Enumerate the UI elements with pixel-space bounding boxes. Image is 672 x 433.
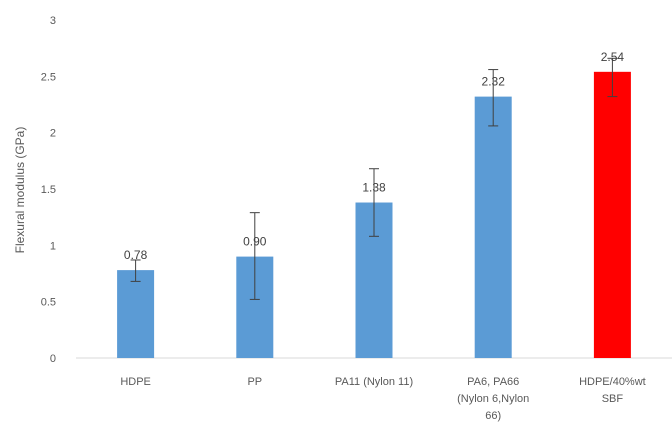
data-label: 1.38 (362, 181, 386, 195)
y-tick-label: 0.5 (41, 297, 56, 309)
x-category-label: (Nylon 6,Nylon (457, 393, 529, 405)
x-category-label: SBF (602, 393, 624, 405)
data-label: 2.54 (601, 50, 625, 64)
y-tick-label: 2.5 (41, 71, 56, 83)
x-category-label: PA11 (Nylon 11) (335, 376, 413, 388)
x-category-label: HDPE (120, 376, 151, 388)
data-label: 0.90 (243, 235, 267, 249)
x-category-label: 66) (485, 410, 501, 422)
data-label: 0.78 (124, 248, 148, 262)
y-tick-label: 0 (50, 353, 56, 365)
x-category-label: PA6, PA66 (467, 376, 519, 388)
y-tick-label: 1.5 (41, 184, 56, 196)
y-axis-title: Flexural modulus (GPa) (13, 127, 27, 254)
x-category-label: HDPE/40%wt (579, 376, 646, 388)
y-tick-label: 2 (50, 128, 56, 140)
bar (117, 270, 155, 358)
y-tick-label: 1 (50, 240, 56, 252)
bar (474, 96, 512, 358)
data-label: 2.32 (482, 75, 506, 89)
x-category-label: PP (247, 376, 262, 388)
bar (593, 71, 631, 359)
y-tick-label: 3 (50, 15, 56, 27)
